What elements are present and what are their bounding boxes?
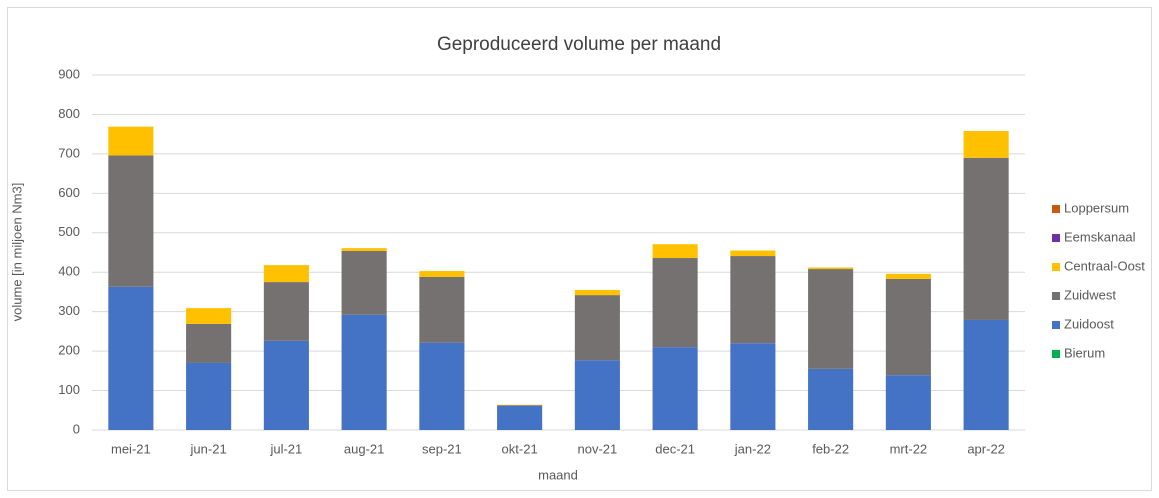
bar-segment <box>263 282 309 341</box>
bar-segment <box>574 295 620 361</box>
legend-label: Eemskanaal <box>1064 229 1136 244</box>
legend-label: Centraal-Oost <box>1064 258 1145 273</box>
legend-label: Loppersum <box>1064 200 1129 215</box>
bar-segment <box>108 126 154 156</box>
bar-segment <box>419 342 465 430</box>
bar-segment <box>186 308 232 324</box>
y-tick-label: 600 <box>58 185 80 200</box>
x-tick-label: aug-21 <box>344 441 384 456</box>
bar-segment <box>963 131 1009 158</box>
bar-segment <box>730 256 776 344</box>
x-tick-label: feb-22 <box>812 441 849 456</box>
y-tick-label: 200 <box>58 343 80 358</box>
x-axis-label: maand <box>538 467 578 482</box>
y-tick-label: 500 <box>58 224 80 239</box>
bar-segment <box>963 157 1009 320</box>
x-tick-label: okt-21 <box>502 441 538 456</box>
x-tick-label: jan-22 <box>734 441 771 456</box>
x-tick-label: sep-21 <box>422 441 462 456</box>
bar-segment <box>730 250 776 257</box>
bar-segment <box>341 314 387 430</box>
x-tick-label: mei-21 <box>111 441 151 456</box>
bar-segment <box>652 258 698 348</box>
bar-segment <box>419 271 465 277</box>
bar-segment <box>885 375 931 430</box>
x-tick-label: dec-21 <box>655 441 695 456</box>
y-tick-label: 800 <box>58 106 80 121</box>
bar-segment <box>574 360 620 430</box>
y-tick-label: 300 <box>58 303 80 318</box>
bar-segment <box>341 248 387 251</box>
legend-swatch <box>1052 263 1060 271</box>
chart-title: Geproduceerd volume per maand <box>437 34 721 55</box>
x-tick-label: mrt-22 <box>890 441 928 456</box>
legend-swatch <box>1052 350 1060 358</box>
bar-segment <box>341 250 387 315</box>
x-tick-label: apr-22 <box>967 441 1005 456</box>
x-tick-label: nov-21 <box>578 441 618 456</box>
bar-segment <box>885 278 931 376</box>
bar-segment <box>808 269 854 369</box>
bar-segment <box>730 343 776 430</box>
bar-segment <box>808 267 854 270</box>
bar-segment <box>885 273 931 279</box>
x-tick-label: jun-21 <box>190 441 227 456</box>
bar-segment <box>497 405 543 430</box>
y-axis-label: volume [in miljoen Nm3] <box>9 183 24 322</box>
y-tick-label: 100 <box>58 382 80 397</box>
y-tick-label: 0 <box>73 421 80 436</box>
bar-segment <box>497 405 543 406</box>
legend-swatch <box>1052 205 1060 213</box>
legend-label: Bierum <box>1064 345 1105 360</box>
bar-segment <box>186 323 232 363</box>
legend-label: Zuidwest <box>1064 287 1116 302</box>
bar-segment <box>186 362 232 430</box>
legend-swatch <box>1052 234 1060 242</box>
bar-segment <box>574 289 620 296</box>
x-tick-label: jul-21 <box>269 441 302 456</box>
bar-segment <box>108 286 154 430</box>
bar-segment <box>652 347 698 430</box>
y-tick-label: 900 <box>58 66 80 81</box>
bar-segment <box>808 368 854 430</box>
bar-segment <box>263 265 309 283</box>
legend-label: Zuidoost <box>1064 316 1114 331</box>
bar-segment <box>108 155 154 287</box>
y-tick-label: 400 <box>58 264 80 279</box>
bar-segment <box>963 319 1009 430</box>
bar-segment <box>652 244 698 259</box>
bar-segment <box>263 340 309 430</box>
bar-segment <box>419 276 465 343</box>
legend-swatch <box>1052 321 1060 329</box>
y-tick-label: 700 <box>58 145 80 160</box>
legend-swatch <box>1052 292 1060 300</box>
